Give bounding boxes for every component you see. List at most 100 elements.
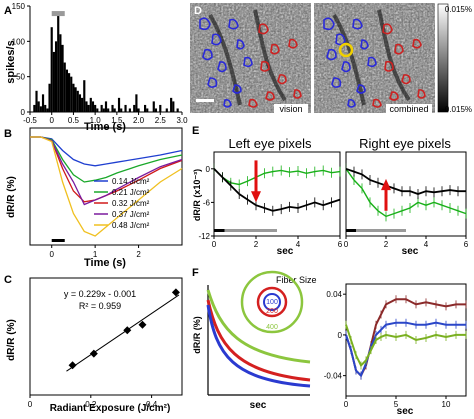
y-tick-label: 0 xyxy=(206,165,211,174)
series-line-4 xyxy=(30,136,183,237)
colorbar-bottom-label: -0.015% xyxy=(442,105,472,114)
panel-c-plot: 0 0.2 0.4 xyxy=(28,277,183,409)
panel-d-image-vision: vision D xyxy=(190,3,311,114)
image-combined-vessels xyxy=(332,9,411,106)
series-line-0 xyxy=(30,136,183,167)
x-tick-label: 0 xyxy=(344,240,349,249)
data-point xyxy=(123,326,132,335)
y-tick-label: 0.04 xyxy=(326,290,342,299)
fiber-circle-400 xyxy=(240,270,304,334)
histogram-bar xyxy=(46,108,49,112)
image-combined-tag: combined xyxy=(389,104,428,114)
x-tick-label: -0.5 xyxy=(23,116,37,125)
arrow-head xyxy=(251,191,261,203)
series-line-0 xyxy=(345,168,467,218)
histogram-bar xyxy=(102,108,105,112)
decay-curve-200 xyxy=(206,299,311,382)
image-vision-tag: vision xyxy=(279,104,302,114)
fiber-location-marker xyxy=(338,42,354,58)
fiber-size-title: Fiber Size xyxy=(276,275,317,285)
histogram-bar xyxy=(68,73,71,112)
histogram-bar xyxy=(87,104,90,112)
x-tick-label: 0 xyxy=(212,240,217,249)
stimulus-bar xyxy=(214,229,225,232)
panel-b-label: B xyxy=(4,128,12,140)
x-tick-label: 0.2 xyxy=(85,400,97,409)
x-tick-label: 3.0 xyxy=(176,116,188,125)
x-tick-label: 2 xyxy=(136,250,141,259)
legend-label: 0.14 J/cm² xyxy=(112,177,150,186)
y-tick-label: 50 xyxy=(16,73,25,82)
series-line-1 xyxy=(345,321,466,378)
histogram-bar xyxy=(65,69,68,112)
panel-b-plot: 0 1 2 0.14 J/cm² 0.21 J/cm² 0.32 J/cm² 0.37 J/… xyxy=(29,127,183,259)
histogram-bar xyxy=(89,97,92,112)
panel-e-xlabel-left: sec xyxy=(277,246,294,257)
y-tick-label: -12 xyxy=(198,232,210,241)
panel-f-ylabel: dR/R (%) xyxy=(192,316,202,354)
histogram-bar xyxy=(113,108,116,112)
panel-b-ylabel: dR/R (%) xyxy=(6,176,17,218)
fit-line xyxy=(66,294,180,372)
histogram-bar xyxy=(54,41,58,113)
frame xyxy=(345,283,467,397)
image-vision-blue-contours xyxy=(199,17,253,108)
y-tick-label: -0.04 xyxy=(324,372,343,381)
series-line-1 xyxy=(30,136,183,183)
legend-label: 0.37 J/cm² xyxy=(112,210,150,219)
histogram-bar xyxy=(154,108,158,112)
data-point xyxy=(89,349,98,358)
panel-e-title-left: Left eye pixels xyxy=(228,136,312,151)
response-bar xyxy=(224,229,277,232)
histogram-bar xyxy=(176,108,179,112)
colorbar xyxy=(437,3,449,113)
histogram-bar xyxy=(61,44,64,112)
x-tick-label: 4 xyxy=(296,240,301,249)
image-vision-tag-bg xyxy=(274,104,308,114)
histogram-bar xyxy=(91,101,95,112)
histogram-bar xyxy=(146,108,149,112)
x-tick-label: 0 xyxy=(49,116,54,125)
panel-b: B dR/R (%) 0 1 2 0.14 J/cm² 0.21 J/cm² 0.32 J… xyxy=(4,127,183,269)
histogram-bar xyxy=(120,108,123,112)
histogram-bar xyxy=(94,104,97,112)
stimulus-bar xyxy=(51,239,65,242)
histogram-bar xyxy=(159,104,162,112)
series-line-1 xyxy=(345,167,466,195)
data-point xyxy=(68,361,77,370)
histogram-bar xyxy=(172,101,175,112)
x-tick-label: 0 xyxy=(49,250,54,259)
data-point xyxy=(171,288,180,297)
panel-a-label: A xyxy=(4,5,12,17)
histogram-bar xyxy=(152,101,155,112)
histogram-bar xyxy=(41,94,45,112)
panel-f-xlabel-left: sec xyxy=(250,400,267,411)
histogram-bar xyxy=(72,83,75,112)
decay-curve-400 xyxy=(206,289,311,364)
fiber-circle-200 xyxy=(256,286,288,318)
histogram-bar xyxy=(78,94,82,112)
histogram-bar xyxy=(128,108,131,112)
x-tick-label: 0 xyxy=(28,400,33,409)
histogram-bar xyxy=(59,34,62,113)
x-tick-label: 2.0 xyxy=(133,116,145,125)
histogram-bar xyxy=(50,27,53,113)
x-tick-label: 1.0 xyxy=(90,116,102,125)
panel-e-right-plot: 0 2 4 6 xyxy=(344,151,469,249)
panel-e-title-right: Right eye pixels xyxy=(359,136,451,151)
panel-b-xlabel: Time (s) xyxy=(84,257,126,269)
stimulus-bar xyxy=(51,11,65,17)
panel-d-image-combined: combined xyxy=(314,3,435,114)
series-line-3 xyxy=(30,136,183,206)
histogram-bar xyxy=(100,104,103,112)
histogram-bar xyxy=(76,90,79,112)
panel-f-right-plot: 0.04 0 -0.04 0 5 10 xyxy=(324,283,467,409)
panel-d: vision D combined 0.015% -0.015% xyxy=(188,1,474,118)
histogram-bar xyxy=(144,104,147,112)
panel-b-frame xyxy=(29,127,183,246)
panel-e: E dR/R (x10⁻³) Left eye pixels Right eye… xyxy=(188,120,474,260)
x-tick-label: 2 xyxy=(384,240,389,249)
histogram-bar xyxy=(85,101,88,112)
